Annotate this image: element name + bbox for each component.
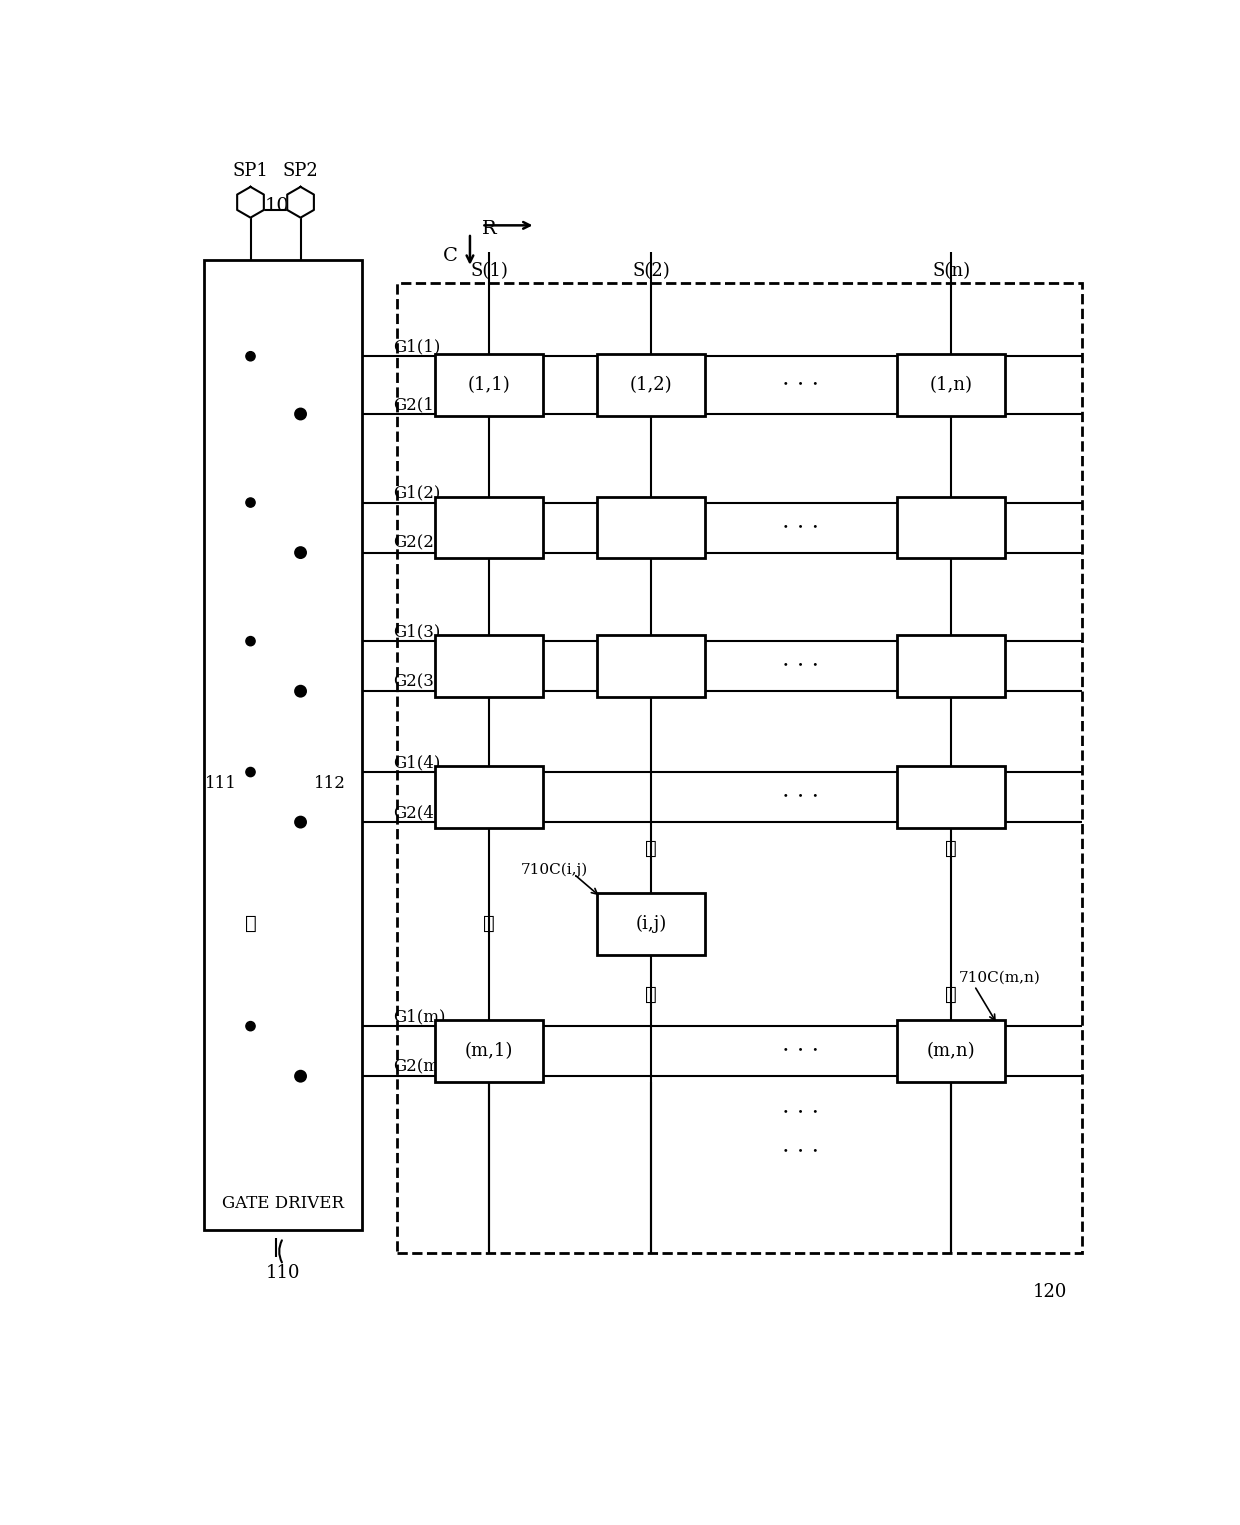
Text: ⋮: ⋮ (945, 987, 957, 1005)
Bar (596, 894, 704, 955)
Polygon shape (237, 188, 264, 218)
Text: G1(4): G1(4) (393, 755, 440, 772)
Bar (596, 354, 704, 416)
Bar (898, 354, 1006, 416)
Text: 10: 10 (265, 197, 290, 215)
Text: ⋅ ⋅ ⋅: ⋅ ⋅ ⋅ (782, 374, 820, 396)
Circle shape (295, 409, 306, 419)
Bar (898, 1020, 1006, 1081)
Circle shape (246, 1022, 255, 1031)
Bar (898, 766, 1006, 828)
Circle shape (246, 352, 255, 361)
Text: G2(1): G2(1) (393, 396, 440, 413)
Text: (m,1): (m,1) (465, 1042, 513, 1060)
Text: ⋮: ⋮ (484, 915, 495, 933)
Text: GATE DRIVER: GATE DRIVER (222, 1194, 345, 1212)
Text: ⋅ ⋅ ⋅: ⋅ ⋅ ⋅ (782, 656, 820, 677)
Text: G2(m): G2(m) (393, 1058, 445, 1075)
Bar (898, 497, 1006, 558)
Circle shape (295, 686, 306, 697)
Text: G2(3): G2(3) (393, 674, 440, 691)
Bar (435, 1020, 543, 1081)
Circle shape (246, 499, 255, 508)
Text: G1(1): G1(1) (393, 339, 440, 355)
Text: (1,2): (1,2) (630, 377, 672, 393)
Text: G2(4): G2(4) (393, 804, 440, 822)
Text: (m,n): (m,n) (926, 1042, 976, 1060)
Text: G2(2): G2(2) (393, 535, 440, 552)
Text: (1,n): (1,n) (930, 377, 972, 393)
Text: G1(m): G1(m) (393, 1008, 445, 1025)
Circle shape (295, 1071, 306, 1081)
Text: ⋮: ⋮ (645, 987, 657, 1005)
Polygon shape (288, 188, 314, 218)
Bar (435, 636, 543, 697)
Text: ⋅ ⋅ ⋅: ⋅ ⋅ ⋅ (782, 1101, 820, 1124)
Text: S(2): S(2) (632, 262, 670, 281)
Text: 111: 111 (205, 775, 237, 791)
Text: C: C (443, 247, 458, 265)
Bar (596, 497, 704, 558)
Text: 110: 110 (265, 1264, 300, 1281)
Text: SP2: SP2 (283, 163, 319, 180)
Text: S(1): S(1) (470, 262, 508, 281)
Text: 112: 112 (315, 775, 346, 791)
Text: (1,1): (1,1) (467, 377, 511, 393)
Bar (397, 284, 1083, 1254)
Text: R: R (482, 220, 496, 238)
Circle shape (295, 817, 306, 828)
Bar (435, 766, 543, 828)
Bar (435, 497, 543, 558)
Text: ⋅ ⋅ ⋅: ⋅ ⋅ ⋅ (782, 517, 820, 538)
Bar (435, 354, 543, 416)
Circle shape (246, 767, 255, 776)
Circle shape (246, 636, 255, 645)
Text: ⋅ ⋅ ⋅: ⋅ ⋅ ⋅ (782, 1040, 820, 1063)
Text: 710C(i,j): 710C(i,j) (521, 863, 588, 877)
Text: ⋮: ⋮ (645, 840, 657, 859)
Text: ⋮: ⋮ (244, 915, 257, 933)
Text: G1(2): G1(2) (393, 485, 440, 502)
Text: ⋅ ⋅ ⋅: ⋅ ⋅ ⋅ (782, 1141, 820, 1164)
Text: G1(3): G1(3) (393, 624, 440, 640)
Text: (i,j): (i,j) (635, 915, 667, 933)
Text: ⋮: ⋮ (945, 840, 957, 859)
Circle shape (295, 547, 306, 558)
Bar (205, 259, 362, 1231)
Text: SP1: SP1 (233, 163, 268, 180)
Text: ⋅ ⋅ ⋅: ⋅ ⋅ ⋅ (782, 785, 820, 808)
Bar (596, 636, 704, 697)
Text: S(n): S(n) (932, 262, 970, 281)
Text: 120: 120 (1033, 1283, 1066, 1301)
Text: 710C(m,n): 710C(m,n) (959, 971, 1040, 985)
Bar (898, 636, 1006, 697)
